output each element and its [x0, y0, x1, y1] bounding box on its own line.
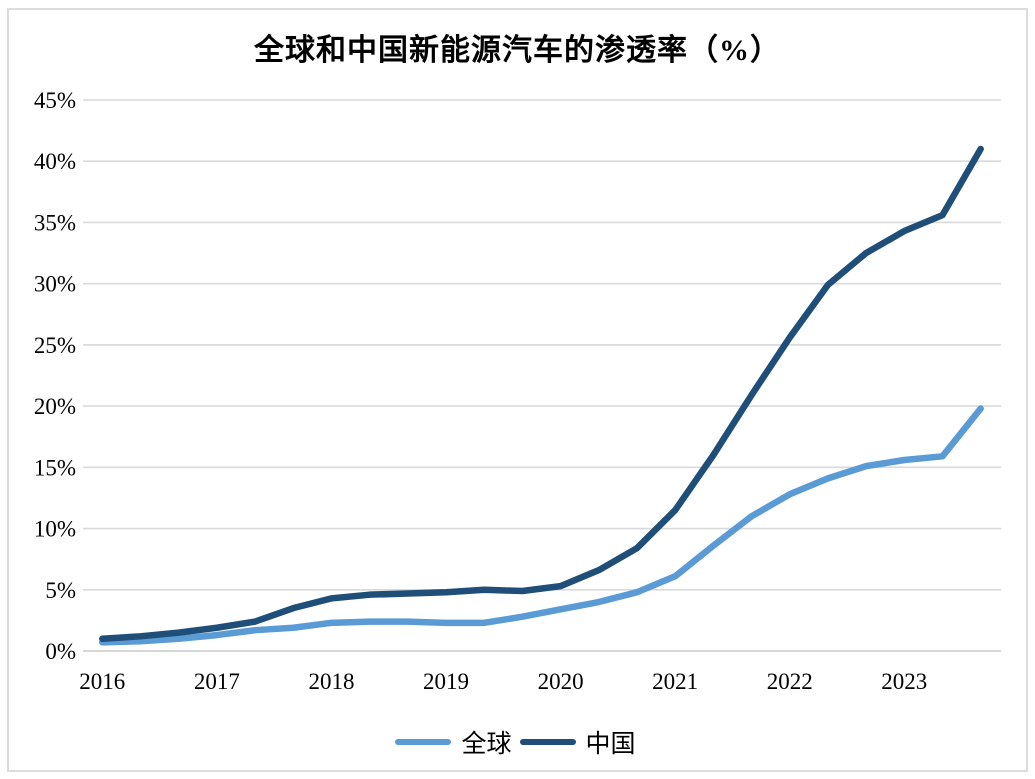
legend-line-china — [519, 739, 576, 745]
legend-line-global — [395, 739, 452, 745]
legend: 全球 中国 — [0, 724, 1035, 760]
y-axis-tick-label: 5% — [45, 578, 76, 603]
y-axis-tick-label: 45% — [34, 88, 76, 113]
y-axis-tick-label: 20% — [34, 394, 76, 419]
x-axis-tick-label: 2021 — [652, 669, 698, 694]
chart-title: 全球和中国新能源汽车的渗透率（%） — [254, 34, 781, 67]
y-axis-tick-label: 0% — [45, 639, 76, 664]
y-axis-tick-label: 40% — [34, 149, 76, 174]
x-axis-tick-label: 2017 — [194, 669, 240, 694]
y-axis-tick-label: 25% — [34, 333, 76, 358]
series-line-global — [99, 405, 984, 646]
y-axis-tick-label: 35% — [34, 210, 76, 235]
x-axis-tick-label: 2023 — [881, 669, 927, 694]
x-axis-tick-label: 2018 — [308, 669, 354, 694]
y-axis-tick-label: 10% — [34, 517, 76, 542]
y-axis-tick-label: 30% — [34, 272, 76, 297]
legend-label-china: 中国 — [585, 731, 636, 758]
x-axis-tick-label: 2020 — [538, 669, 584, 694]
x-axis-tick-label: 2016 — [79, 669, 125, 694]
series-line-china — [99, 145, 984, 643]
legend-label-global: 全球 — [461, 731, 512, 758]
y-axis-tick-label: 15% — [34, 455, 76, 480]
x-axis-tick-label: 2022 — [767, 669, 813, 694]
chart-frame-border — [7, 8, 1028, 772]
x-axis-tick-label: 2019 — [423, 669, 469, 694]
